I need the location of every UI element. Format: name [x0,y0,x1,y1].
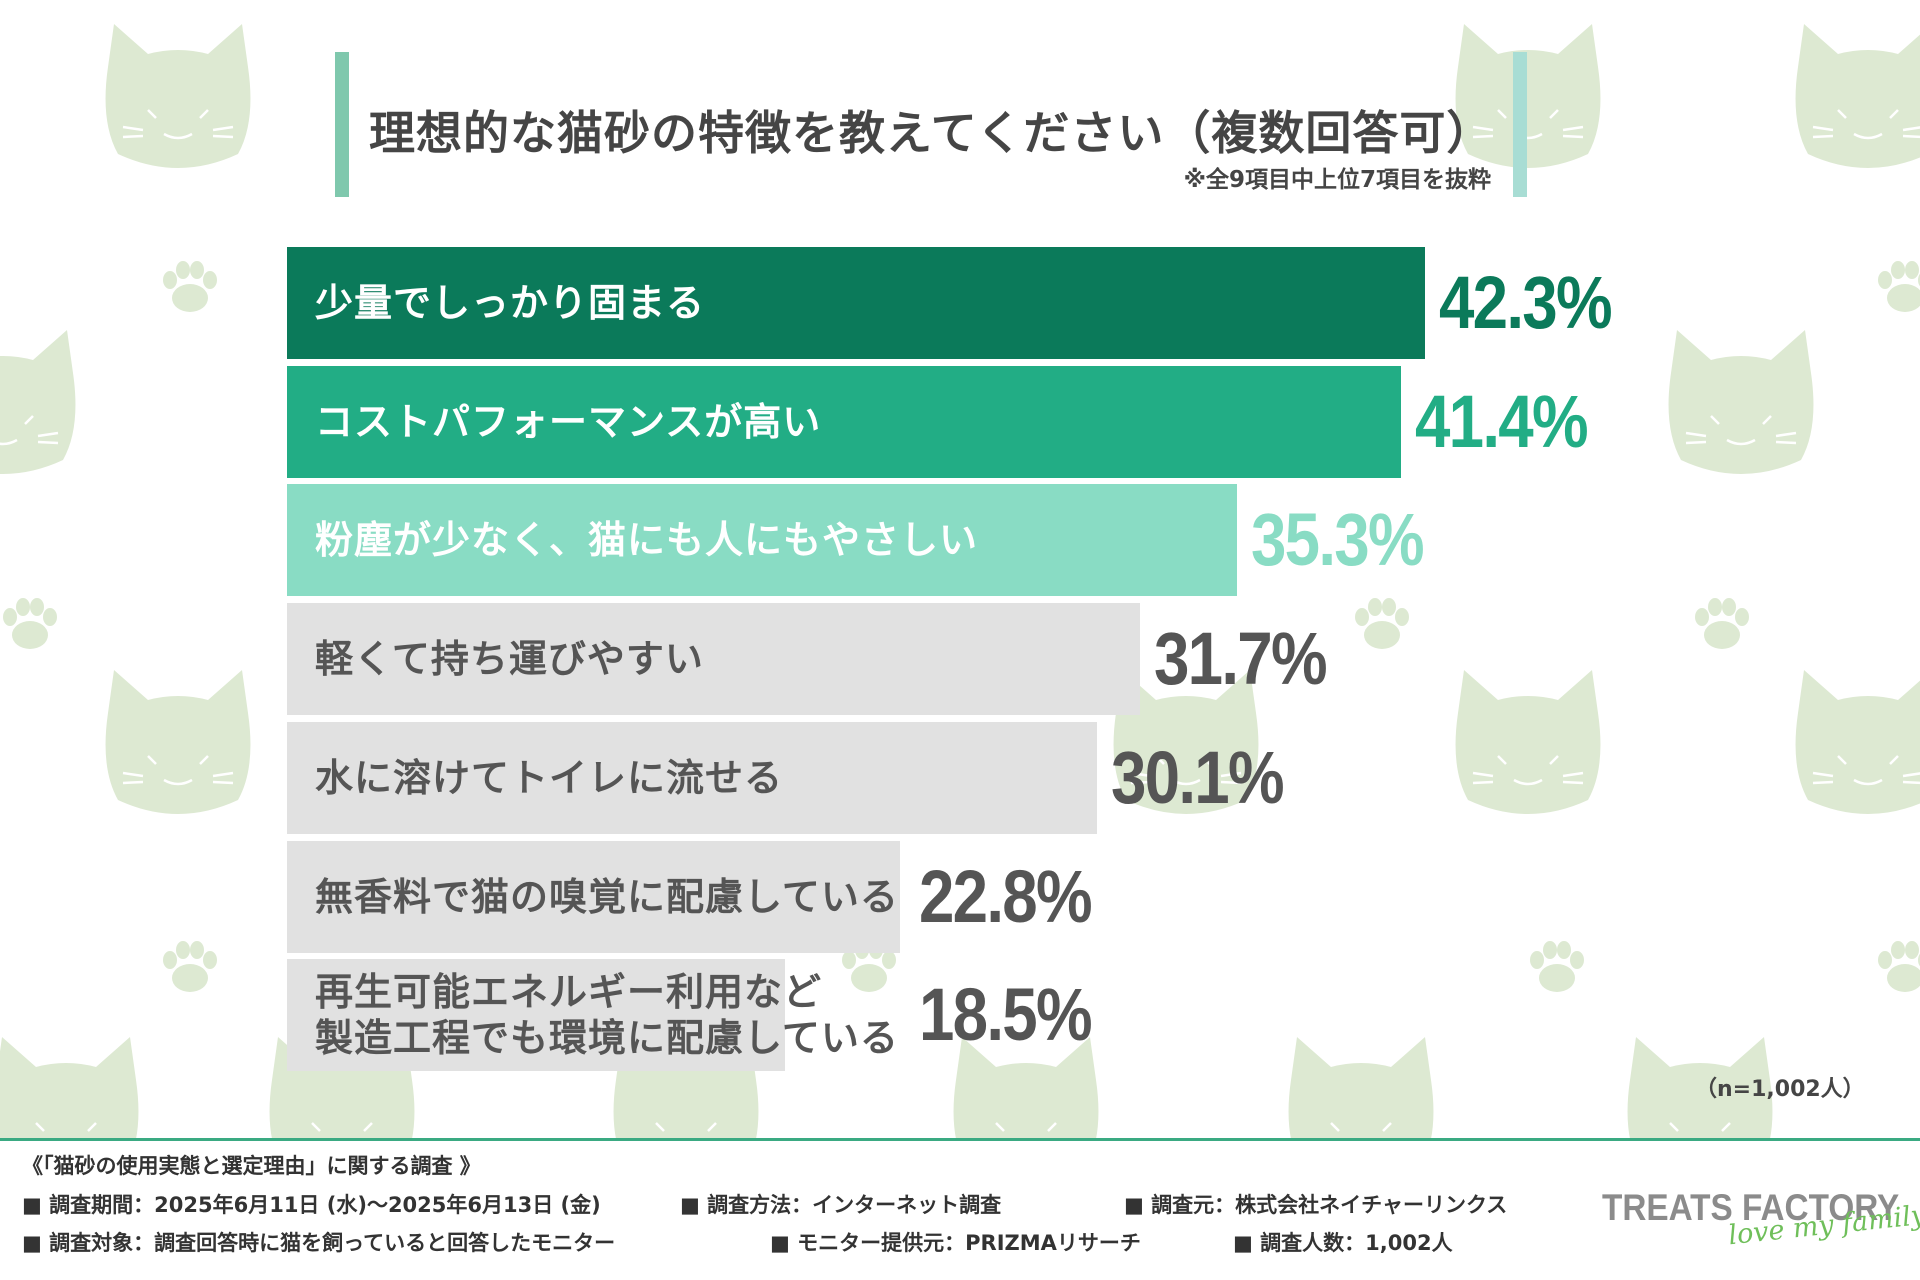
sample-size-note: （n=1,002人） [1695,1077,1865,1102]
bar-2 [287,366,1401,478]
title-left-accent [335,52,349,197]
monitor-provider: ■ モニター提供元：PRIZMAリサーチ [770,1231,1141,1255]
background-pattern [0,24,1920,1140]
bar-value-4: 31.7% [1154,617,1328,700]
bar-3 [287,484,1237,596]
bar-value-2: 41.4% [1415,380,1589,463]
bar-label-6: 無香料で猫の嗅覚に配慮している [315,875,899,919]
bar-4 [287,603,1140,715]
bar-label-5: 水に溶けてトイレに流せる [315,756,784,800]
survey-source: ■ 調査元：株式会社ネイチャーリンクス [1124,1193,1508,1217]
bar-7 [287,959,785,1071]
chart-title: 理想的な猫砂の特徴を教えてください（複数回答可） [369,106,1494,160]
title-right-accent [1513,52,1527,197]
survey-method: ■ 調査方法：インターネット調査 [680,1193,1002,1217]
bar-6 [287,841,900,953]
chart-note: ※全9項目中上位7項目を抜粋 [1183,167,1491,193]
bar-value-7: 18.5% [918,973,1093,1056]
survey-target: ■ 調査対象：調査回答時に猫を飼っていると回答したモニター [22,1231,616,1255]
bar-value-3: 35.3% [1251,498,1425,581]
footer [0,1141,1920,1280]
bar-label-2: コストパフォーマンスが高い [315,400,822,444]
bar-label-4: 軽くて持ち運びやすい [315,637,704,681]
survey-period: ■ 調査期間：2025年6月11日 (水)〜2025年6月13日 (金) [22,1193,601,1217]
bar-label-1: 少量でしっかり固まる [315,281,706,325]
bar-value-6: 22.8% [918,855,1093,938]
bar-label-7: 再生可能エネルギー利用など 製造工程でも環境に配慮している [315,970,899,1060]
bar-value-5: 30.1% [1111,736,1285,819]
survey-title: 《「猫砂の使用実態と選定理由」に関する調査 》 [22,1154,481,1178]
bar-label-3: 粉塵が少なく、猫にも人にもやさしい [315,518,979,562]
title-box: 理想的な猫砂の特徴を教えてください（複数回答可） ※全9項目中上位7項目を抜粋 [335,52,1527,197]
bar-value-1: 42.3% [1439,261,1613,344]
brand-logo: TREATS FACTORY [1602,1187,1900,1228]
bar-5 [287,722,1097,834]
bar-1 [287,247,1425,359]
footer-divider [0,1138,1920,1141]
survey-count: ■ 調査人数：1,002人 [1233,1231,1453,1255]
